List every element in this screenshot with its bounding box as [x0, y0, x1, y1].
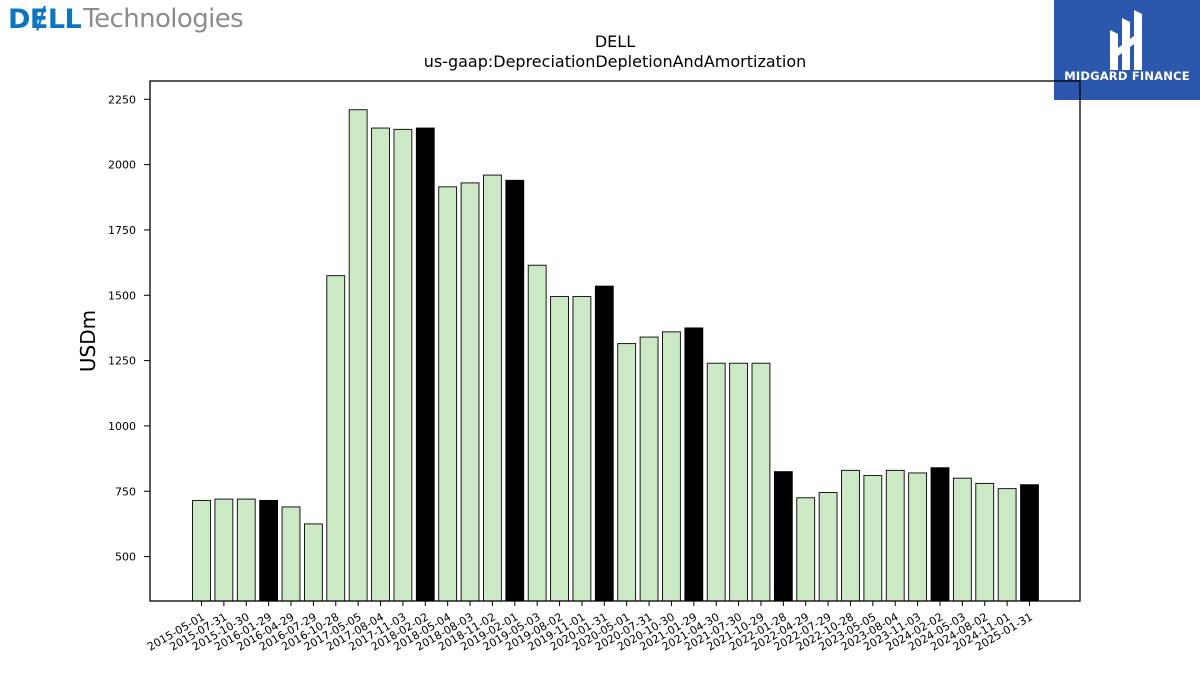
bar-2020-10-30 [662, 331, 681, 602]
y-tick-label: 1250 [108, 355, 136, 368]
bar-2022-10-28 [841, 469, 860, 602]
plot-frame [149, 80, 1081, 602]
bar-2019-11-01 [572, 296, 592, 602]
bar-2016-07-29 [303, 523, 323, 602]
bar-2024-11-01 [997, 488, 1017, 602]
technologies-wordmark: Technologies [83, 4, 244, 34]
bar-2017-11-03 [393, 128, 413, 602]
bar-2018-08-03 [460, 182, 480, 602]
bar-2020-07-31 [639, 336, 659, 602]
bar-2024-08-02 [975, 482, 995, 602]
bar-2023-05-05 [863, 475, 883, 602]
bar-2025-01-31 [1020, 484, 1039, 602]
dell-logo-wordmark: DɆLL [8, 3, 82, 35]
dell-technologies-logo: DɆLL Technologies [8, 2, 244, 36]
bar-2021-04-30 [706, 362, 726, 602]
y-axis-label: USDm [76, 310, 100, 372]
midgard-finance-name: MIDGARD FINANCE [1064, 69, 1190, 83]
bar-2024-05-03 [952, 477, 972, 602]
bar-2020-01-31 [594, 285, 614, 602]
bar-2016-01-29 [259, 499, 279, 602]
chart-subtitle: us-gaap:DepreciationDepletionAndAmortiza… [423, 52, 807, 71]
bar-2019-05-03 [527, 264, 547, 602]
bar-2016-10-28 [326, 275, 346, 602]
bar-2024-02-02 [930, 467, 950, 602]
bar-2020-05-01 [617, 343, 637, 602]
bar-2022-04-29 [796, 497, 816, 602]
bar-2021-07-30 [729, 362, 748, 602]
bars-group [192, 109, 1039, 602]
y-tick-label: 2000 [108, 159, 136, 172]
bar-2022-07-29 [818, 492, 838, 602]
bar-2017-05-05 [348, 109, 368, 602]
bar-2015-10-30 [236, 498, 256, 602]
bar-2022-01-28 [773, 471, 793, 602]
midgard-monogram-icon [1110, 10, 1142, 70]
bar-2015-07-31 [214, 498, 234, 602]
bar-2015-05-01 [192, 499, 211, 602]
y-tick-label: 2250 [108, 93, 136, 106]
bar-2019-02-01 [505, 179, 525, 602]
y-tick-label: 1750 [108, 224, 136, 237]
y-tick-label: 1000 [108, 420, 136, 433]
bar-2019-08-02 [550, 296, 569, 602]
bar-2023-08-04 [885, 469, 905, 602]
bar-2021-10-29 [751, 362, 771, 602]
y-axis: 500 750 1000 1250 1500 1750 2000 2250 [108, 93, 150, 564]
midgard-finance-logo: MIDGARD FINANCE [1054, 0, 1200, 100]
bar-2017-08-04 [371, 127, 390, 602]
bar-2016-04-29 [281, 506, 301, 602]
bar-2023-11-03 [908, 472, 928, 602]
bar-2018-02-02 [415, 127, 435, 602]
bar-2018-11-02 [483, 174, 502, 602]
bar-2018-05-04 [438, 186, 458, 602]
y-tick-label: 750 [115, 485, 136, 498]
y-tick-label: 500 [115, 551, 136, 564]
x-axis: 2015-05-012015-07-312015-10-302016-01-29… [145, 601, 1035, 654]
y-tick-label: 1500 [108, 289, 136, 302]
bar-2021-01-29 [684, 327, 704, 602]
chart-title: DELL [594, 32, 636, 51]
